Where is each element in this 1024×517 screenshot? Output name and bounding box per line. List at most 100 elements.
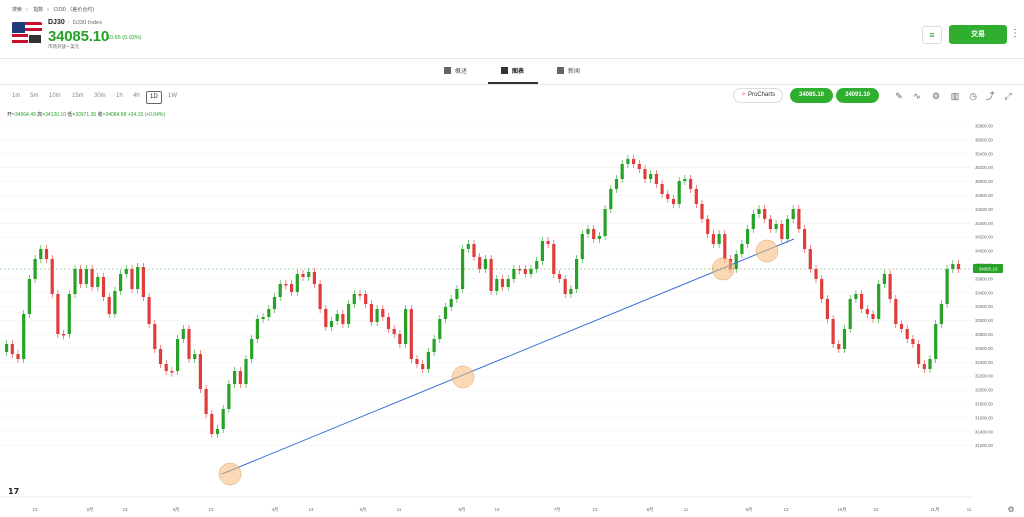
- candle-body: [649, 174, 653, 179]
- chart-type-icon[interactable]: ▥: [950, 91, 960, 101]
- tab-chart[interactable]: 图表: [501, 66, 524, 75]
- candle-body: [22, 314, 26, 359]
- watchlist-button[interactable]: ≡: [922, 26, 942, 44]
- buy-price-button[interactable]: 34091.10: [836, 88, 879, 103]
- x-tick-label: 8月: [647, 507, 654, 513]
- candle-body: [557, 274, 562, 279]
- candle-body: [136, 267, 140, 289]
- candle-body: [700, 204, 704, 219]
- candle-body: [746, 229, 750, 244]
- candle-body: [820, 279, 824, 299]
- candle-body: [10, 344, 14, 354]
- candle-body: [210, 414, 214, 434]
- timeframe-10m[interactable]: 10m: [49, 93, 61, 99]
- timeframe-1h[interactable]: 1h: [116, 93, 123, 99]
- pencil-icon[interactable]: ✎: [895, 91, 903, 101]
- candle-body: [785, 219, 790, 239]
- candle-body: [523, 269, 527, 274]
- candle-body: [341, 314, 345, 324]
- candle-body: [535, 261, 539, 269]
- share-icon[interactable]: ⤴: [985, 91, 995, 101]
- touch-point-marker: [711, 257, 735, 281]
- candle-body: [227, 384, 231, 409]
- y-tick-label: 35200.00: [975, 165, 994, 170]
- candle-body: [637, 164, 641, 169]
- settings-icon[interactable]: ⚙: [931, 91, 941, 101]
- price-chart[interactable]: 35800.00 35600.00 35400.00 35200.00 35000.00…: [0, 109, 1024, 517]
- current-price-label: 34085.10: [979, 267, 998, 272]
- x-tick-label: 12: [874, 507, 879, 512]
- candle-body: [392, 329, 396, 334]
- candle-body: [825, 299, 829, 319]
- candle-body: [803, 229, 807, 249]
- tab-overview[interactable]: 概述: [444, 66, 467, 75]
- y-tick-label: 31600.00: [975, 415, 994, 420]
- timezone-icon[interactable]: ◷: [969, 91, 977, 101]
- candle-body: [956, 264, 961, 269]
- timeframe-1w[interactable]: 1W: [168, 93, 177, 99]
- timeframe-30m[interactable]: 30m: [94, 93, 106, 99]
- candle-body: [438, 319, 442, 339]
- timeframe-1m[interactable]: 1m: [12, 93, 21, 99]
- candle-body: [911, 339, 915, 344]
- candle-body: [871, 314, 875, 319]
- candle-body: [335, 314, 339, 321]
- candle-body: [518, 269, 522, 271]
- candle-body: [364, 294, 368, 304]
- trade-button[interactable]: 交易: [949, 25, 1007, 44]
- candle-body: [124, 269, 128, 274]
- candle-body: [461, 249, 465, 289]
- candle-body: [347, 304, 351, 324]
- candle-body: [5, 344, 9, 352]
- breadcrumb-item[interactable]: 指数: [33, 7, 44, 13]
- tab-news[interactable]: 新闻: [557, 66, 580, 75]
- candle-body: [50, 259, 54, 294]
- more-options-icon[interactable]: ⋮: [1010, 28, 1020, 39]
- candle-body: [250, 339, 254, 359]
- y-tick-label: 32800.00: [975, 332, 994, 337]
- candle-body: [215, 429, 220, 434]
- indicators-icon[interactable]: ∿: [913, 91, 921, 101]
- candle-body: [329, 321, 334, 327]
- candle-body: [267, 309, 271, 317]
- candle-body: [592, 229, 596, 239]
- fullscreen-icon[interactable]: ⤢: [1004, 91, 1012, 101]
- y-tick-label: 33400.00: [975, 290, 994, 295]
- timeframe-15m[interactable]: 15m: [72, 93, 84, 99]
- candle-body: [170, 371, 174, 373]
- x-tick-label: 13: [784, 507, 789, 512]
- x-tick-label: 13: [309, 507, 314, 512]
- y-tick-label: 34400.00: [975, 221, 994, 226]
- procharts-button[interactable]: ✧ ProCharts: [733, 88, 783, 103]
- candle-body: [153, 324, 157, 349]
- candle-body: [443, 307, 448, 319]
- chart-toolbar: 1m 5m 10m 15m 30m 1h 4h 1D 1W: [0, 85, 1024, 109]
- candle-body: [79, 269, 83, 284]
- price-change: 10.65 (0.03%): [107, 35, 142, 41]
- candle-body: [717, 234, 721, 244]
- candle-body: [614, 179, 619, 189]
- candle-body: [654, 174, 658, 184]
- candle-body: [888, 274, 892, 299]
- candle-body: [113, 291, 117, 314]
- candle-body: [814, 269, 818, 279]
- timeframe-1d[interactable]: 1D: [146, 91, 162, 104]
- candle-body: [107, 297, 111, 314]
- candle-body: [671, 199, 676, 204]
- tradingview-logo-icon: 17: [8, 487, 20, 496]
- candle-body: [415, 359, 419, 364]
- candle-body: [318, 284, 322, 309]
- candle-body: [865, 309, 869, 314]
- timeframe-5m[interactable]: 5m: [30, 93, 39, 99]
- candle-body: [540, 241, 544, 261]
- candle-body: [506, 279, 510, 287]
- candle-body: [632, 159, 636, 164]
- candle-body: [278, 284, 282, 297]
- y-tick-label: 34000.00: [975, 249, 994, 254]
- breadcrumb-item[interactable]: 搜索: [12, 7, 23, 13]
- timeframe-4h[interactable]: 4h: [133, 93, 140, 99]
- candle-body: [16, 354, 20, 359]
- sell-price-button[interactable]: 34085.10: [790, 88, 833, 103]
- candle-body: [307, 272, 311, 277]
- candle-body: [609, 189, 613, 209]
